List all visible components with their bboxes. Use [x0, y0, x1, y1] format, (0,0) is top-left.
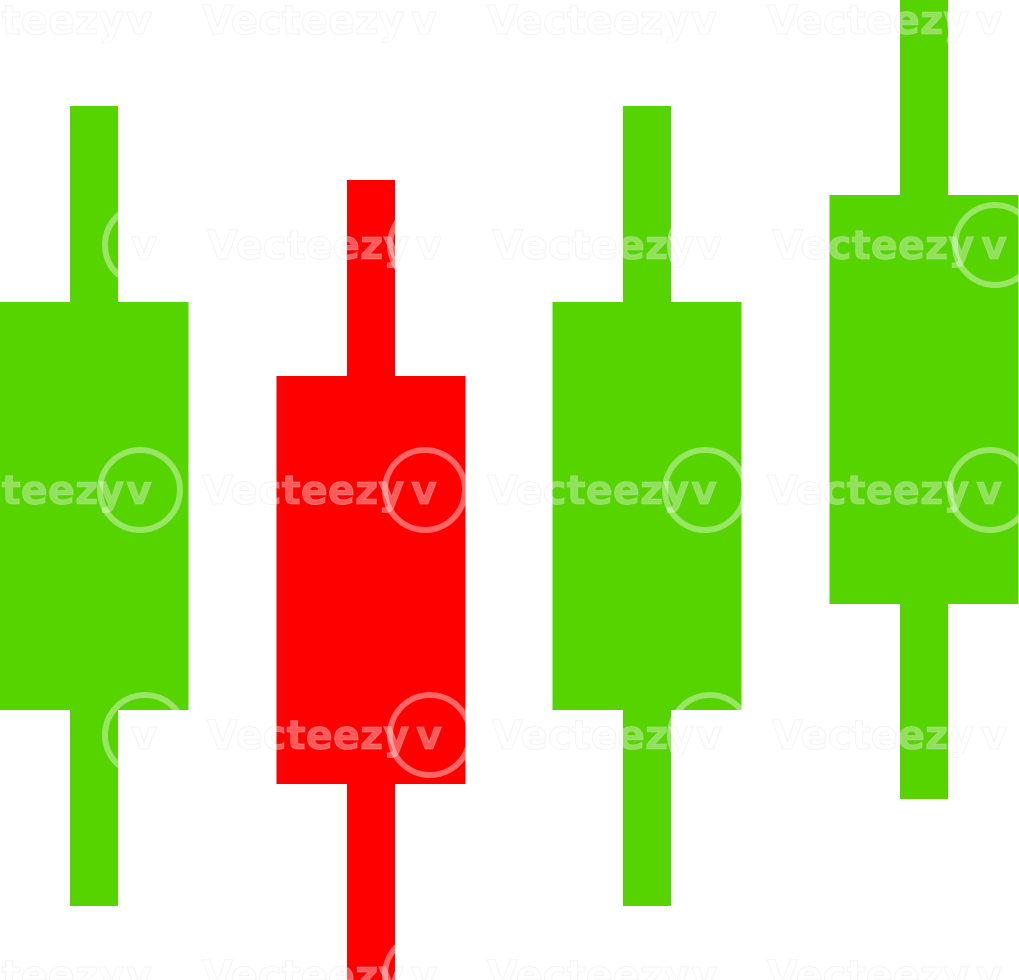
- watermark-logo-icon: [947, 0, 1019, 63]
- watermark-text: Vecteezy: [0, 468, 124, 514]
- watermark-logo-glyph: v: [691, 0, 717, 44]
- watermark-text: Vecteezy: [487, 468, 689, 514]
- watermark-logo-glyph: v: [416, 713, 442, 759]
- watermark-logo-icon: [662, 932, 748, 980]
- watermark-logo-glyph: v: [691, 953, 717, 980]
- watermark-logo-icon: [947, 932, 1019, 980]
- candle-1-body: [0, 302, 189, 710]
- watermark-text: Vecteezy: [772, 223, 974, 269]
- watermark-text: Vecteezy: [767, 953, 969, 980]
- candle-2-body: [276, 376, 466, 784]
- watermark-text: Vecteezy: [202, 468, 404, 514]
- watermark-text: Vecteezy: [767, 0, 969, 44]
- watermark-logo-icon: [952, 202, 1019, 288]
- watermark-logo-glyph: v: [976, 953, 1002, 980]
- watermark-text: Vecteezy: [0, 953, 124, 980]
- watermark-logo-icon: [382, 0, 468, 63]
- watermark-logo-icon: [102, 202, 188, 288]
- watermark-logo-glyph: v: [411, 468, 437, 514]
- watermark-logo-icon: [667, 202, 753, 288]
- watermark-text: Vecteezy: [207, 713, 409, 759]
- watermark-text: Vecteezy: [0, 0, 124, 44]
- watermark-text: Vecteezy: [772, 713, 974, 759]
- watermark-logo-glyph: v: [691, 468, 717, 514]
- watermark-logo-icon: [667, 692, 753, 778]
- watermark-logo-icon: [382, 932, 468, 980]
- watermark-text: Vecteezy: [487, 0, 689, 44]
- watermark-logo-glyph: v: [131, 713, 157, 759]
- watermark-logo-glyph: v: [126, 468, 152, 514]
- watermark-logo-icon: [97, 932, 183, 980]
- watermark-logo-icon: [947, 447, 1019, 533]
- watermark-text: Vecteezy: [492, 713, 694, 759]
- watermark-logo-glyph: v: [976, 0, 1002, 44]
- watermark-logo-icon: [952, 692, 1019, 778]
- watermark-logo-glyph: v: [131, 223, 157, 269]
- watermark-logo-icon: [382, 447, 468, 533]
- watermark-logo-glyph: v: [416, 223, 442, 269]
- watermark-logo-icon: [662, 447, 748, 533]
- watermark-logo-glyph: v: [696, 713, 722, 759]
- watermark-logo-glyph: v: [981, 713, 1007, 759]
- watermark-logo-glyph: v: [126, 0, 152, 44]
- watermark-logo-glyph: v: [696, 223, 722, 269]
- watermark-text: Vecteezy: [767, 468, 969, 514]
- watermark-logo-glyph: v: [981, 223, 1007, 269]
- watermark-logo-icon: [102, 692, 188, 778]
- watermark-text: Vecteezy: [487, 953, 689, 980]
- candle-4-body: [829, 195, 1019, 604]
- watermark-logo-glyph: v: [126, 953, 152, 980]
- candle-3-body: [552, 302, 742, 710]
- watermark-logo-icon: [387, 202, 473, 288]
- watermark-text: Vecteezy: [202, 953, 404, 980]
- watermark-logo-icon: [387, 692, 473, 778]
- watermark-logo-glyph: v: [411, 0, 437, 44]
- watermark-logo-icon: [97, 0, 183, 63]
- watermark-logo-icon: [97, 447, 183, 533]
- watermark-logo-icon: [662, 0, 748, 63]
- watermark-text: Vecteezy: [207, 223, 409, 269]
- watermark-logo-glyph: v: [976, 468, 1002, 514]
- watermark-text: Vecteezy: [492, 223, 694, 269]
- watermark-text: Vecteezy: [202, 0, 404, 44]
- watermark-logo-glyph: v: [411, 953, 437, 980]
